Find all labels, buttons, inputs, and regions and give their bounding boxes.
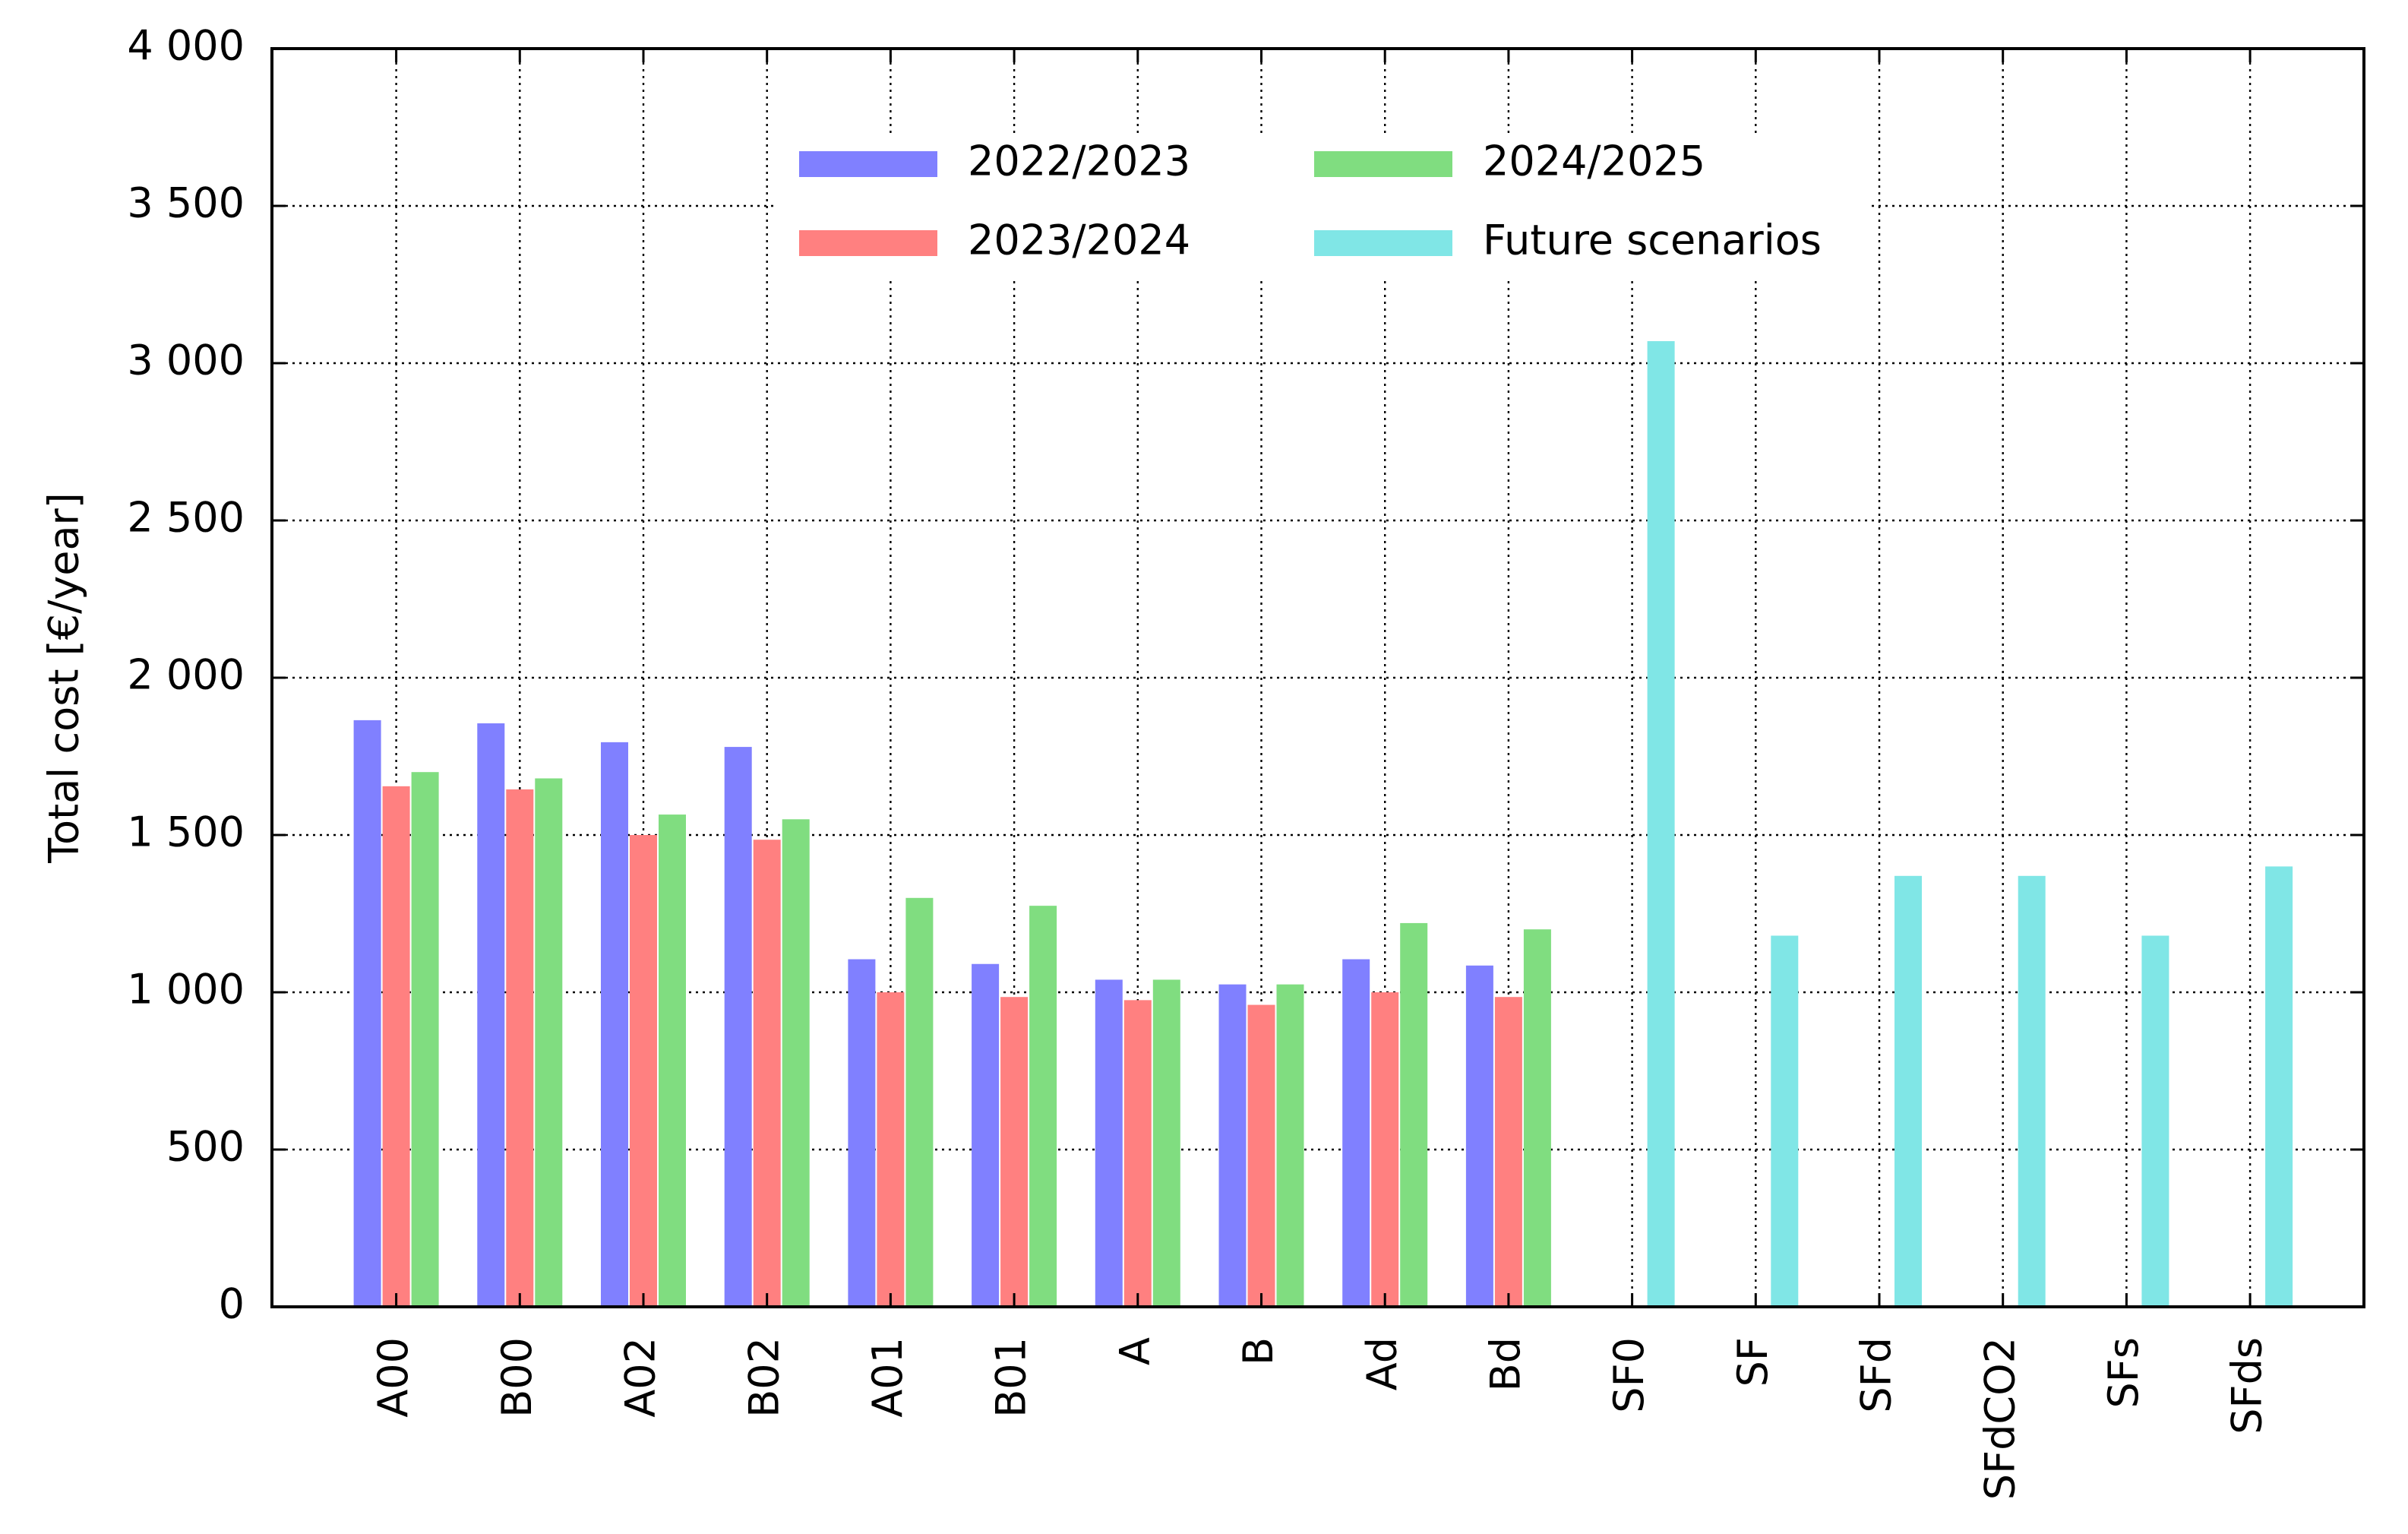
y-tick-label: 1 500 bbox=[127, 808, 245, 856]
bar-2023-2024-b00 bbox=[506, 789, 534, 1307]
x-tick-label: B bbox=[1234, 1337, 1282, 1365]
bar-2023-2024-b02 bbox=[753, 840, 781, 1307]
bar-2024-2025-b bbox=[1276, 984, 1304, 1307]
bar-future-scenarios-sf bbox=[1771, 935, 1799, 1307]
bar-2023-2024-a01 bbox=[877, 992, 905, 1307]
bar-2022-2023-a bbox=[1095, 979, 1123, 1307]
y-tick-label: 3 500 bbox=[127, 179, 245, 227]
bar-2024-2025-bd bbox=[1523, 929, 1551, 1307]
bar-2024-2025-b02 bbox=[782, 819, 810, 1307]
legend-swatch bbox=[1314, 151, 1452, 177]
bar-2024-2025-ad bbox=[1400, 922, 1428, 1307]
x-tick-label: A00 bbox=[369, 1337, 417, 1418]
legend-label: Future scenarios bbox=[1483, 217, 1822, 264]
x-tick-label: SF0 bbox=[1605, 1337, 1653, 1413]
legend-label: 2023/2024 bbox=[968, 217, 1190, 264]
x-tick-label: Ad bbox=[1358, 1337, 1406, 1390]
x-tick-label: A bbox=[1111, 1337, 1158, 1365]
legend-swatch bbox=[1314, 230, 1452, 256]
x-tick-label: Bd bbox=[1482, 1337, 1530, 1391]
x-tick-label: SFds bbox=[2223, 1337, 2271, 1434]
y-tick-label: 3 000 bbox=[127, 337, 245, 384]
y-tick-label: 0 bbox=[219, 1280, 245, 1328]
legend: 2022/2023 2023/2024 2024/2025 Future scenar… bbox=[775, 134, 1869, 278]
x-tick-label: A01 bbox=[864, 1337, 912, 1418]
y-tick-label: 2 000 bbox=[127, 651, 245, 699]
bar-2024-2025-a01 bbox=[905, 897, 934, 1307]
axis-ticks: 0 500 1 000 1 500 2 000 2 500 3 000 3 500 4 000 A… bbox=[127, 22, 2364, 1500]
bar-2024-2025-a00 bbox=[411, 772, 439, 1307]
y-tick-label: 4 000 bbox=[127, 22, 245, 70]
bar-2023-2024-bd bbox=[1494, 997, 1522, 1307]
x-tick-label: B02 bbox=[740, 1337, 788, 1418]
bar-future-scenarios-sfd bbox=[1894, 875, 1922, 1307]
x-tick-label: A02 bbox=[617, 1337, 665, 1418]
y-tick-label: 500 bbox=[166, 1123, 245, 1171]
bars bbox=[353, 341, 2293, 1307]
legend-label: 2022/2023 bbox=[968, 138, 1190, 185]
bar-2023-2024-ad bbox=[1371, 992, 1399, 1307]
plot-frame bbox=[270, 47, 2365, 1308]
legend-swatch bbox=[799, 230, 937, 256]
x-tick-label: B01 bbox=[988, 1337, 1035, 1418]
bar-future-scenarios-sfdco2 bbox=[2018, 875, 2046, 1307]
y-tick-label: 1 000 bbox=[127, 966, 245, 1014]
bar-2023-2024-a bbox=[1123, 1000, 1152, 1307]
legend-swatch bbox=[799, 151, 937, 177]
legend-label: 2024/2025 bbox=[1483, 138, 1705, 185]
bar-2023-2024-a02 bbox=[630, 835, 657, 1307]
bar-2022-2023-a00 bbox=[353, 720, 381, 1307]
bar-2022-2023-a01 bbox=[848, 959, 876, 1307]
x-tick-label: SF bbox=[1729, 1337, 1777, 1387]
y-tick-label: 2 500 bbox=[127, 494, 245, 542]
x-tick-label: SFdCO2 bbox=[1976, 1337, 2024, 1500]
bar-2023-2024-b01 bbox=[1000, 997, 1029, 1307]
bar-2024-2025-b01 bbox=[1029, 906, 1057, 1307]
bar-2023-2024-a00 bbox=[382, 786, 410, 1307]
x-tick-label: B00 bbox=[493, 1337, 541, 1418]
bar-2024-2025-a02 bbox=[659, 814, 686, 1307]
bar-2022-2023-b00 bbox=[477, 723, 505, 1307]
bar-2024-2025-a bbox=[1152, 979, 1180, 1307]
y-axis-title: Total cost [€/year] bbox=[40, 492, 88, 864]
bar-future-scenarios-sfds bbox=[2265, 866, 2293, 1307]
bar-2022-2023-b02 bbox=[724, 747, 752, 1307]
bar-2022-2023-b01 bbox=[972, 963, 1000, 1307]
bar-2023-2024-b bbox=[1247, 1004, 1275, 1307]
bar-2022-2023-ad bbox=[1342, 959, 1370, 1307]
bar-2022-2023-bd bbox=[1465, 965, 1493, 1307]
x-tick-label: SFd bbox=[1853, 1337, 1901, 1413]
bar-future-scenarios-sfs bbox=[2141, 935, 2169, 1307]
bar-2022-2023-b bbox=[1218, 984, 1247, 1307]
bar-2024-2025-b00 bbox=[535, 778, 563, 1307]
bar-future-scenarios-sf0 bbox=[1647, 341, 1675, 1307]
bar-2022-2023-a02 bbox=[601, 742, 628, 1307]
x-tick-label: SFs bbox=[2100, 1337, 2147, 1408]
